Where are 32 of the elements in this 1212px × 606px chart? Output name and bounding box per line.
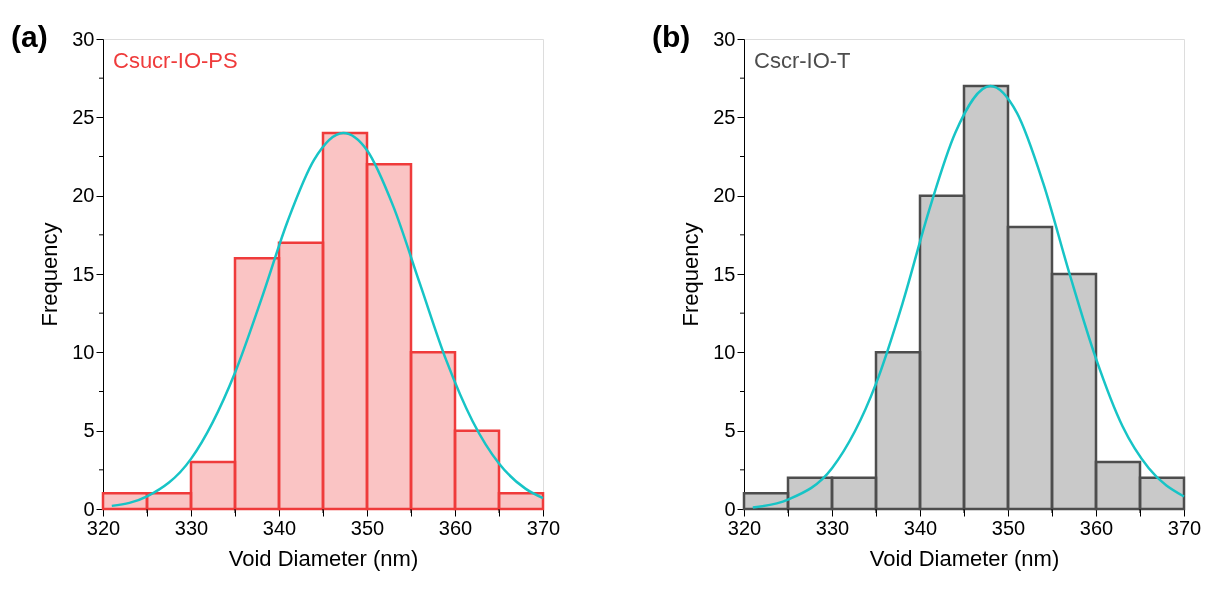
y-tick-label: 10 bbox=[72, 340, 95, 363]
y-tick-label: 30 bbox=[72, 27, 95, 50]
chart-title: (a) bbox=[11, 20, 48, 53]
line-series bbox=[751, 84, 1186, 509]
x-axis-title: Void Diameter (nm) bbox=[869, 545, 1060, 571]
y-tick-label: 10 bbox=[713, 340, 736, 363]
y-tick-label: 5 bbox=[83, 419, 95, 442]
y-tick-label: 15 bbox=[72, 262, 95, 285]
x-tick-label: 360 bbox=[438, 516, 473, 539]
x-tick-label: 350 bbox=[350, 516, 385, 539]
y-tick-label: 20 bbox=[713, 184, 736, 207]
y-tick-label: 30 bbox=[713, 27, 736, 50]
x-tick-label: 330 bbox=[815, 516, 850, 539]
y-tick-label: 5 bbox=[724, 419, 736, 442]
x-tick-label: 340 bbox=[903, 516, 938, 539]
x-tick-label: 350 bbox=[991, 516, 1026, 539]
text: Csucr-IO-PS bbox=[113, 48, 238, 73]
text: Cscr-IO-T bbox=[754, 48, 851, 73]
x-tick-label: 370 bbox=[526, 516, 561, 539]
y-tick-label: 15 bbox=[713, 262, 736, 285]
x-axis-title: Void Diameter (nm) bbox=[228, 545, 419, 571]
line-series bbox=[110, 131, 545, 508]
y-tick-label: 25 bbox=[72, 105, 95, 128]
x-tick-label: 360 bbox=[1079, 516, 1114, 539]
y-axis-title: Frequency bbox=[678, 222, 704, 327]
y-axis-title: Frequency bbox=[37, 222, 63, 327]
y-tick-label: 20 bbox=[72, 184, 95, 207]
x-tick-label: 370 bbox=[1167, 516, 1202, 539]
x-tick-label: 330 bbox=[174, 516, 209, 539]
x-tick-label: 340 bbox=[262, 516, 297, 539]
chart-title: (b) bbox=[652, 20, 691, 53]
y-tick-label: 25 bbox=[713, 105, 736, 128]
